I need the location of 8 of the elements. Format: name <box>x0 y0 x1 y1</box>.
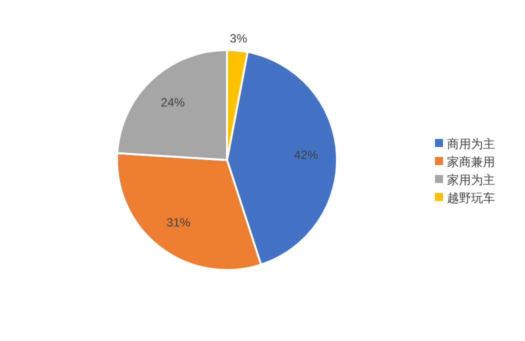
legend-label: 越野玩车 <box>447 190 495 204</box>
data-label: 42% <box>294 148 318 162</box>
legend-label: 家用为主 <box>447 172 495 186</box>
legend-label: 家商兼用 <box>447 154 495 168</box>
legend-label: 商用为主 <box>447 136 495 150</box>
data-label: 3% <box>230 32 248 46</box>
data-label: 24% <box>160 95 186 110</box>
data-label: 31% <box>166 216 191 230</box>
